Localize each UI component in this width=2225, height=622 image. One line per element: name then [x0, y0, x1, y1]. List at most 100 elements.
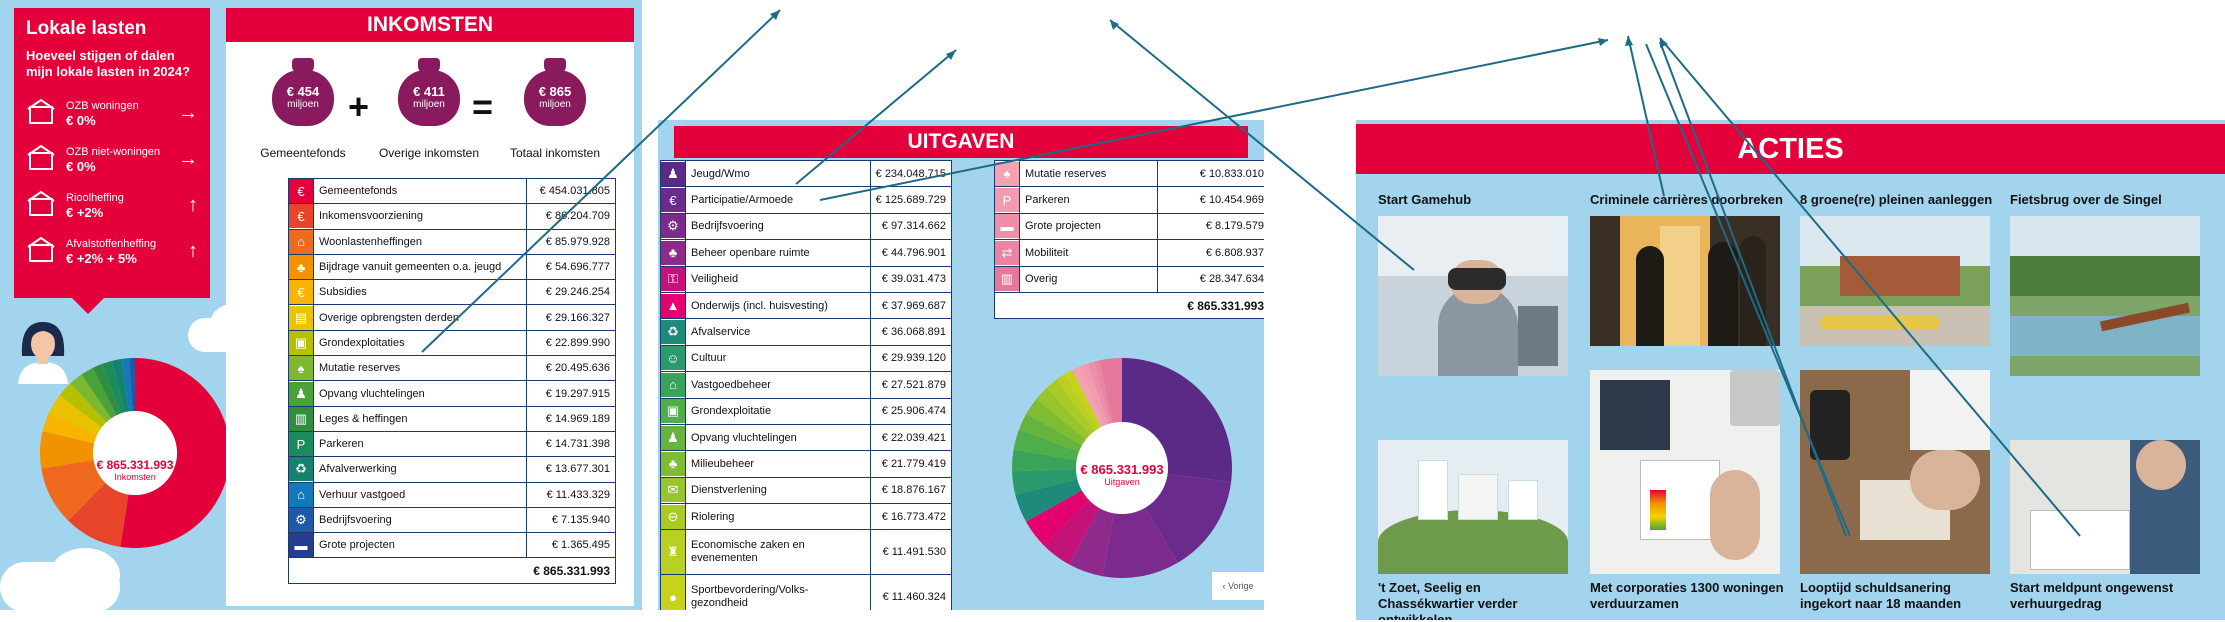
vorige-label: Vorige: [1227, 581, 1254, 591]
category-icon: ♟: [661, 425, 685, 450]
vorige-button[interactable]: ‹ Vorige: [1212, 572, 1264, 600]
donut-slice: [129, 358, 135, 412]
lasten-label: Afvalstoffenheffing: [66, 237, 157, 250]
category-icon: ♻: [661, 320, 685, 345]
arrow-head-icon: [1660, 38, 1668, 48]
gemeentefonds-amount: € 454: [286, 84, 320, 99]
lasten-row: OZB woningen € 0% →: [26, 90, 198, 136]
row-label: Mutatie reserves: [1019, 159, 1158, 188]
category-icon: ♠: [995, 161, 1019, 186]
row-label: Subsidies: [313, 279, 527, 306]
arrow-head-icon: [1625, 36, 1633, 46]
donut-slice: [1025, 490, 1090, 546]
garbage-truck-icon: [26, 236, 58, 265]
inkomsten-table: € Gemeentefonds € 454.031.805 € Inkomensvoor…: [288, 177, 617, 584]
donut-slice: [49, 395, 102, 435]
row-label: Afvalverwerking: [313, 456, 527, 483]
row-label: Parkeren: [1019, 186, 1158, 214]
row-value: € 454.031.805: [525, 177, 617, 205]
table-row: ⚿ Veiligheid € 39.031.473: [660, 265, 953, 293]
category-icon: ⇄: [995, 240, 1019, 265]
uitgaven-panel-section: UITGAVEN ♟ Jeugd/Wmo € 234.048.715 € Partici…: [658, 120, 1264, 610]
acties-panel-section: ACTIES Start Gamehub Criminele carrières…: [1356, 120, 2225, 620]
row-label: Grote projecten: [313, 532, 527, 559]
row-value: € 39.031.473: [869, 265, 953, 293]
donut-slice: [1012, 469, 1078, 495]
money-bag-icon: € 865 miljoen: [524, 58, 586, 126]
category-icon: ⊖: [661, 504, 685, 529]
chevron-left-icon: ‹: [1222, 581, 1226, 591]
acties-header: ACTIES: [1356, 124, 2225, 174]
row-value: € 16.773.472: [869, 503, 953, 531]
donut-slice: [42, 412, 98, 444]
table-row: ♣ Bijdrage vanuit gemeenten o.a. jeugd € 5…: [288, 253, 617, 281]
donut-hole: [1076, 422, 1168, 514]
buildings-icon: [26, 144, 58, 173]
inkomsten-donut-total: € 865.331.993: [96, 458, 174, 472]
totaal-unit: miljoen: [539, 99, 571, 110]
inkomsten-card: INKOMSTEN € 454 miljoen + € 411 miljoen = …: [226, 8, 634, 606]
row-label: Participatie/Armoede: [685, 186, 871, 214]
donut-slice: [92, 363, 121, 416]
row-label: Grote projecten: [1019, 212, 1158, 241]
row-label: Veiligheid: [685, 265, 871, 293]
inkomsten-header: INKOMSTEN: [226, 8, 634, 42]
row-label: Gemeentefonds: [313, 177, 527, 205]
row-value: € 36.068.891: [869, 318, 953, 346]
category-icon: ●: [661, 575, 685, 610]
lasten-value: € 0%: [66, 158, 96, 174]
row-value: € 11.460.324: [869, 574, 953, 610]
table-row: ▲ Onderwijs (incl. huisvesting) € 37.969.6…: [660, 291, 953, 320]
row-value: € 8.179.579: [1156, 212, 1264, 241]
actie-title-schuldsanering: Looptijd schuldsanering ingekort naar 18…: [1800, 580, 1962, 611]
row-value: € 29.166.327: [525, 304, 617, 331]
donut-slice: [1018, 413, 1083, 452]
gemeentefonds-label: Gemeentefonds: [260, 146, 346, 160]
row-value: € 54.696.777: [525, 253, 617, 281]
lasten-value: € +2% + 5%: [66, 250, 137, 266]
table-row: ♟ Jeugd/Wmo € 234.048.715: [660, 159, 953, 188]
category-icon: €: [289, 179, 313, 204]
category-icon: €: [289, 280, 313, 305]
row-label: Verhuur vastgoed: [313, 481, 527, 508]
category-icon: ♣: [661, 451, 685, 476]
row-label: Overige opbrengsten derden: [313, 304, 527, 331]
donut-slice: [120, 358, 230, 548]
uitgaven-table-left: ♟ Jeugd/Wmo € 234.048.715 € Participatie/Arm…: [660, 159, 953, 610]
donut-slice: [59, 383, 107, 428]
lasten-row: Afvalstoffenheffing € +2% + 5% ↑: [26, 228, 198, 274]
row-label: Mutatie reserves: [313, 355, 527, 382]
category-icon: ☺: [661, 346, 685, 371]
row-value: € 25.906.474: [869, 397, 953, 425]
category-icon: ▣: [289, 330, 313, 355]
category-icon: ▤: [289, 305, 313, 330]
row-value: € 29.246.254: [525, 279, 617, 306]
row-value: € 28.347.634: [1156, 265, 1264, 293]
photo-gamehub: [1378, 216, 1568, 376]
row-label: Cultuur: [685, 344, 871, 373]
table-row: € Inkomensvoorziening € 86.204.709: [288, 203, 617, 230]
overige-inkomsten-label: Overige inkomsten: [378, 146, 480, 160]
donut-slice: [1064, 369, 1102, 429]
category-icon: ⌂: [289, 482, 313, 507]
row-label: Grondexploitaties: [313, 329, 527, 357]
row-value: € 20.495.636: [525, 355, 617, 382]
row-label: Woonlastenheffingen: [313, 228, 527, 255]
speech-bubble-tail: [72, 298, 104, 314]
donut-slice: [1087, 361, 1111, 425]
row-value: € 29.939.120: [869, 344, 953, 373]
inkomsten-panel-section: Lokale lasten Hoeveel stijgen of dalen m…: [0, 0, 642, 610]
table-row: ♣ Beheer openbare ruimte € 44.796.901: [660, 239, 953, 267]
category-icon: P: [289, 432, 313, 457]
donut-slice: [1094, 360, 1113, 424]
donut-slice: [121, 358, 133, 412]
donut-slice: [1069, 508, 1114, 577]
donut-slice: [1044, 500, 1100, 565]
table-row: P Parkeren € 14.731.398: [288, 430, 617, 458]
gemeentefonds-unit: miljoen: [287, 99, 319, 110]
arrow-up-icon: ↑: [188, 194, 198, 216]
donut-slice: [68, 482, 129, 547]
photo-schuldsanering: [1800, 370, 1990, 574]
row-value: € 234.048.715: [869, 159, 953, 188]
category-icon: ✉: [661, 478, 685, 503]
